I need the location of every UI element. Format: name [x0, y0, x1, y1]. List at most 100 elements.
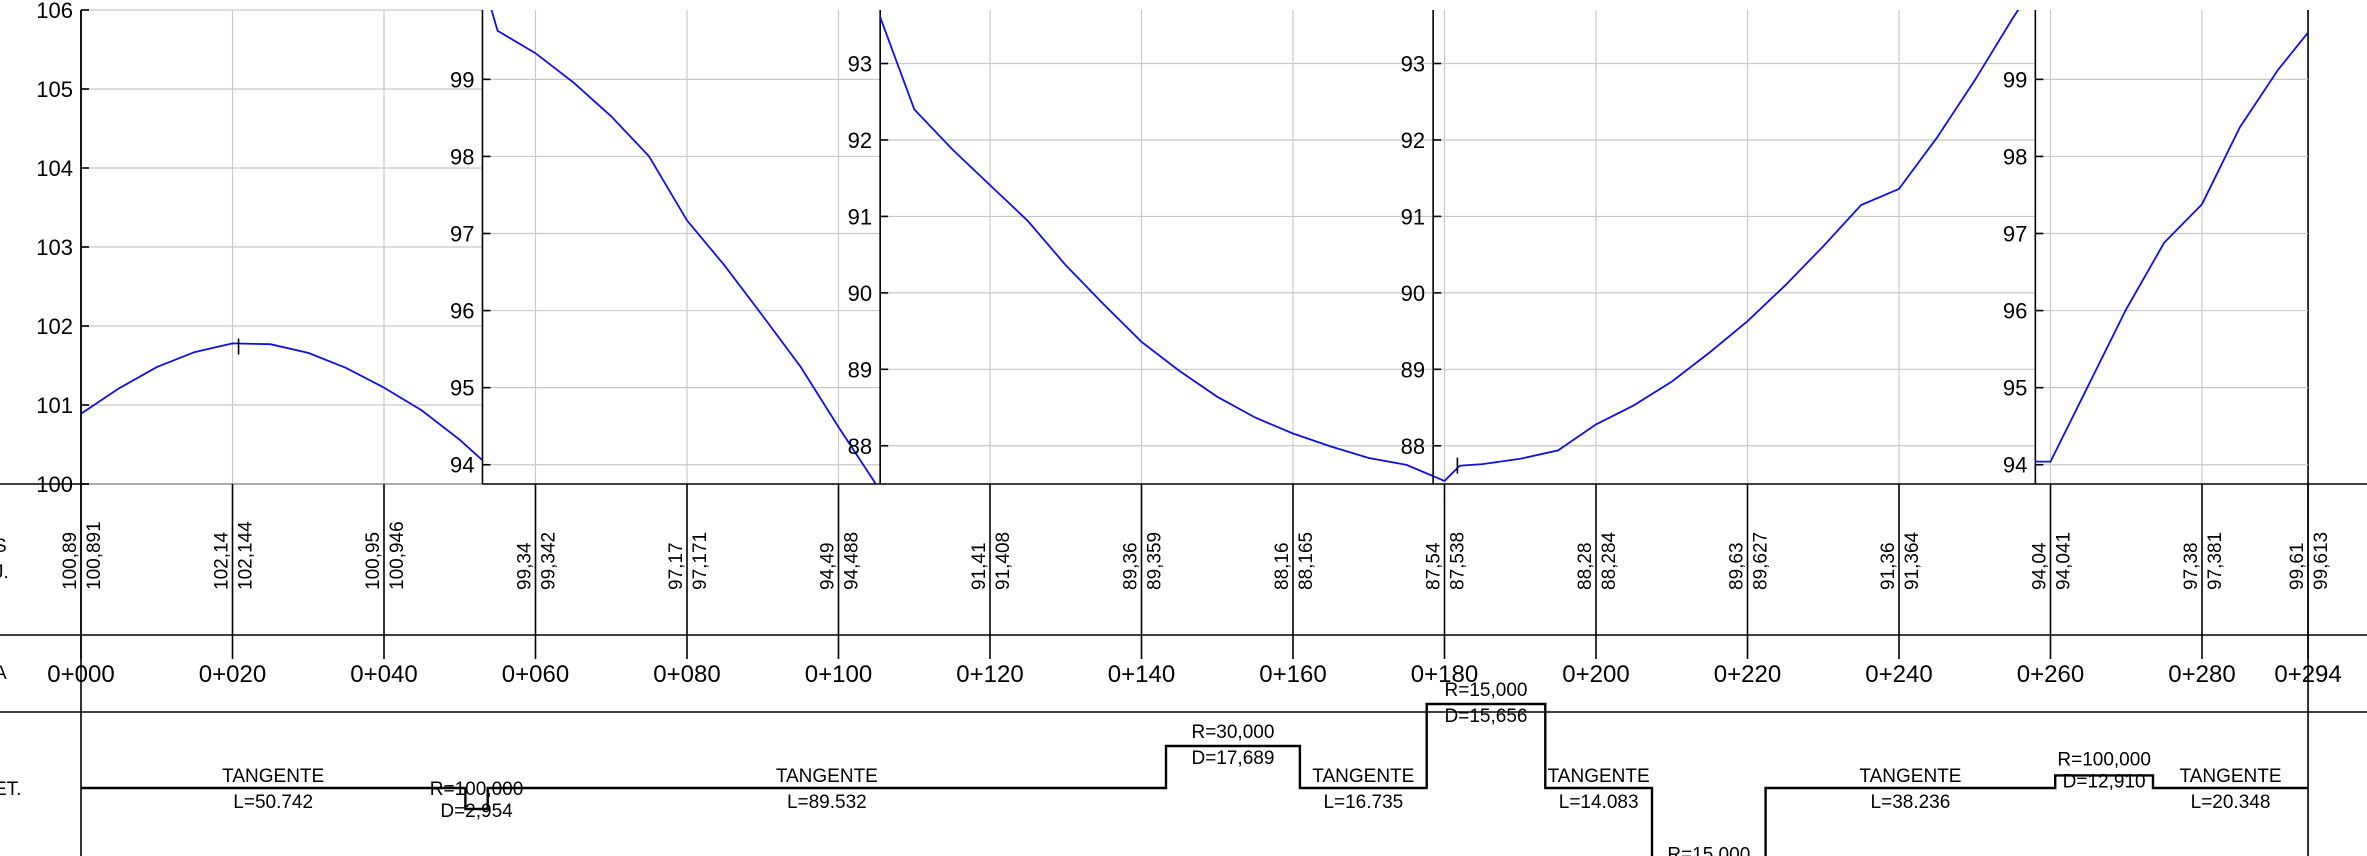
profile-line	[1433, 10, 2020, 482]
side-label-a: A	[0, 663, 7, 684]
terrain-elevation-label: 100,95	[363, 532, 384, 590]
project-elevation-label: 102,144	[236, 521, 257, 590]
y-tick-label: 96	[450, 299, 474, 324]
tangent-length-label: L=16.735	[1323, 792, 1403, 813]
project-elevation-label: 89,359	[1145, 532, 1166, 590]
band-side-labels: S J. A ET.	[0, 536, 21, 800]
y-tick-label: 93	[848, 52, 872, 77]
project-elevation-label: 99,342	[539, 532, 560, 590]
terrain-elevation-label: 88,16	[1272, 542, 1293, 590]
y-tick-label: 94	[450, 453, 474, 478]
project-elevation-label: 99,613	[2311, 532, 2332, 590]
station-label: 0+180	[1411, 661, 1478, 688]
y-tick-label: 94	[2003, 453, 2027, 478]
y-tick-label: 101	[36, 393, 73, 418]
tangent-length-label: L=50.742	[233, 792, 313, 813]
tangent-length-label: L=38.236	[1871, 792, 1951, 813]
profile-line	[490, 10, 877, 484]
terrain-elevation-label: 88,28	[1575, 542, 1596, 590]
profile-panel: 94 95 96 97 98 99	[450, 10, 881, 484]
station-label: 0+040	[350, 661, 417, 688]
y-tick-label: 103	[36, 235, 73, 260]
curve-radius-label: R=15,000	[1667, 845, 1750, 856]
station-label: 0+000	[47, 661, 114, 688]
terrain-elevation-label: 100,89	[60, 532, 81, 590]
y-tick-label: 89	[848, 357, 872, 382]
tangent-label: TANGENTE	[222, 766, 324, 787]
station-label: 0+200	[1562, 661, 1629, 688]
terrain-elevation-label: 91,36	[1878, 542, 1899, 590]
curve-radius-label: R=15,000	[1445, 680, 1528, 701]
y-tick-label: 95	[2003, 376, 2027, 401]
profile-panel: 100 101 102 103 104 105 106	[36, 0, 483, 497]
curve-development-label: D=2,954	[440, 801, 513, 822]
terrain-elevation-label: 87,54	[1424, 542, 1445, 590]
station-label: 0+294	[2274, 661, 2341, 688]
elevation-band: 100,89 100,891 102,14 102,144 100,95 100,946 9…	[60, 484, 2332, 635]
project-elevation-label: 97,381	[2205, 532, 2226, 590]
curve-development-label: D=15,656	[1445, 706, 1528, 727]
curve-radius-label: R=30,000	[1191, 722, 1274, 743]
terrain-elevation-label: 94,04	[2030, 542, 2051, 590]
tangent-label: TANGENTE	[1859, 766, 1961, 787]
profile-panel: 88 89 90 91 92 93	[1401, 10, 2036, 484]
station-label: 0+120	[956, 661, 1023, 688]
side-label-j: J.	[0, 562, 9, 583]
curve-development-label: D=12,910	[2063, 771, 2146, 792]
station-label: 0+260	[2017, 661, 2084, 688]
tangent-label: TANGENTE	[1548, 766, 1650, 787]
y-tick-label: 91	[848, 204, 872, 229]
y-tick-label: 89	[1401, 357, 1425, 382]
y-tick-label: 106	[36, 0, 73, 23]
station-label: 0+100	[805, 661, 872, 688]
y-tick-label: 104	[36, 156, 73, 181]
y-tick-label: 90	[1401, 281, 1425, 306]
station-label: 0+240	[1865, 661, 1932, 688]
y-tick-label: 100	[36, 472, 73, 497]
tangent-length-label: L=20.348	[2191, 792, 2271, 813]
profile-panels: 100 101 102 103 104 105 106 94 95 96 97 98 99 88 89 90 9…	[36, 0, 2309, 497]
tangent-length-label: L=89.532	[787, 792, 867, 813]
y-tick-label: 90	[848, 281, 872, 306]
profile-line	[880, 14, 1434, 478]
profile-line	[2035, 31, 2309, 464]
project-elevation-label: 100,891	[84, 521, 105, 590]
terrain-elevation-label: 91,41	[969, 542, 990, 590]
project-elevation-label: 91,364	[1902, 531, 1923, 590]
tangent-length-label: L=14.083	[1559, 792, 1639, 813]
project-elevation-label: 88,284	[1599, 531, 1620, 590]
y-tick-label: 102	[36, 314, 73, 339]
station-label: 0+280	[2168, 661, 2235, 688]
tangent-label: TANGENTE	[2180, 766, 2282, 787]
curve-development-label: D=17,689	[1191, 748, 1274, 769]
terrain-elevation-label: 99,34	[515, 542, 536, 590]
y-tick-label: 99	[450, 67, 474, 92]
tangent-label: TANGENTE	[776, 766, 878, 787]
y-tick-label: 97	[2003, 222, 2027, 247]
project-elevation-label: 91,408	[993, 532, 1014, 590]
y-tick-label: 98	[450, 144, 474, 169]
y-tick-label: 105	[36, 77, 73, 102]
y-tick-label: 96	[2003, 299, 2027, 324]
y-tick-label: 98	[2003, 144, 2027, 169]
terrain-elevation-label: 99,61	[2287, 542, 2308, 590]
project-elevation-label: 94,041	[2054, 532, 2075, 590]
tangent-label: TANGENTE	[1312, 766, 1414, 787]
profile-panel: 88 89 90 91 92 93	[848, 10, 1434, 484]
terrain-elevation-label: 89,63	[1727, 542, 1748, 590]
project-elevation-label: 97,171	[690, 532, 711, 590]
y-tick-label: 88	[1401, 434, 1425, 459]
y-tick-label: 91	[1401, 204, 1425, 229]
station-label: 0+220	[1714, 661, 1781, 688]
project-elevation-label: 94,488	[842, 532, 863, 590]
project-elevation-label: 88,165	[1296, 532, 1317, 590]
y-tick-label: 88	[848, 434, 872, 459]
station-label: 0+140	[1108, 661, 1175, 688]
side-label-et: ET.	[0, 779, 21, 800]
data-bands	[0, 10, 2367, 856]
profile-panel: 94 95 96 97 98 99	[2003, 10, 2309, 484]
station-label: 0+160	[1259, 661, 1326, 688]
terrain-elevation-label: 89,36	[1121, 542, 1142, 590]
station-label: 0+020	[199, 661, 266, 688]
